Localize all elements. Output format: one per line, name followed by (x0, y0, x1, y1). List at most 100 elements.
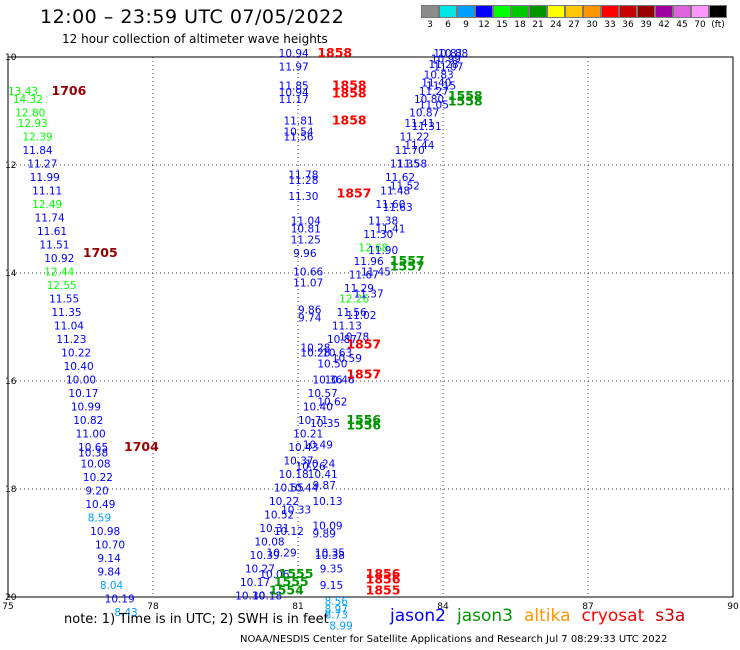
wave-height-label: 11.45 (361, 267, 391, 279)
wave-height-label: 12.80 (15, 107, 45, 119)
wave-height-label: 11.85 (279, 80, 309, 92)
y-tick-label: 14 (5, 269, 17, 279)
wave-height-label: 11.41 (375, 224, 405, 236)
wave-height-label: 11.84 (23, 145, 53, 157)
wave-height-label: 10.09 (313, 521, 343, 533)
wave-height-label: 10.33 (281, 504, 311, 516)
satellite-altika: altika (524, 606, 571, 626)
wave-height-label: 10.65 (78, 442, 108, 454)
wave-height-label: 11.29 (344, 283, 374, 295)
wave-height-label: 8.56 (325, 596, 349, 608)
wave-height-label: 10.52 (264, 510, 294, 522)
legend-swatch (655, 5, 673, 18)
color-scale-labels: 3 6 9 12 15 18 21 24 27 30 33 36 39 42 45 70 (ft) (421, 20, 727, 30)
legend-label: 30 (586, 20, 598, 30)
wave-height-label: 11.63 (383, 202, 413, 214)
footer-credit: NOAA/NESDIS Center for Satellite Applica… (240, 634, 668, 645)
legend-swatch (673, 5, 691, 18)
wave-height-label: 10.22 (61, 348, 91, 360)
wave-height-label: 8.04 (100, 580, 124, 592)
color-scale-bar (421, 5, 727, 18)
wave-height-label: 8.59 (88, 512, 111, 524)
wave-height-label: 11.35 (52, 307, 82, 319)
wave-height-label: 11.13 (332, 321, 362, 333)
x-tick-label: 75 (2, 602, 13, 612)
wave-height-label: 11.96 (354, 256, 384, 268)
legend-swatch (529, 5, 547, 18)
legend-label: 15 (496, 20, 508, 30)
wave-height-label: 10.08 (255, 537, 285, 549)
legend-swatch (709, 5, 727, 18)
wave-height-label: 11.60 (375, 199, 405, 211)
y-tick-label: 18 (5, 485, 17, 495)
wave-height-label: 10.38 (315, 550, 345, 562)
wave-height-label: 10.06 (259, 569, 289, 581)
legend-label: 42 (658, 20, 670, 30)
wave-height-label: 10.31 (259, 523, 289, 535)
wave-height-label: 10.43 (288, 442, 318, 454)
wave-height-label: 11.56 (337, 307, 367, 319)
wave-height-label: 11.55 (49, 294, 79, 306)
y-tick-label: 20 (5, 593, 17, 603)
pass-time-label: 1558 (448, 94, 483, 109)
pass-time-label: 1857 (346, 337, 381, 352)
wave-height-label: 11.04 (54, 321, 84, 333)
chart-note: note: 1) Time is in UTC; 2) SWH is in fe… (64, 612, 329, 627)
wave-height-label: 12.49 (32, 199, 62, 211)
legend-label: 18 (514, 20, 526, 30)
legend-swatch (493, 5, 511, 18)
wave-height-label: 11.31 (412, 121, 442, 133)
wave-height-label: 10.62 (317, 396, 347, 408)
wave-height-label: 11.48 (380, 186, 410, 198)
wave-height-label: 10.37 (284, 456, 314, 468)
wave-height-label: 10.39 (250, 550, 280, 562)
wave-height-label: 11.41 (404, 118, 434, 130)
wave-height-label: 11.07 (293, 278, 323, 290)
wave-height-label: 10.35 (310, 418, 340, 430)
legend-swatch (601, 5, 619, 18)
legend-label: 24 (550, 20, 562, 30)
wave-height-label: 11.74 (35, 213, 65, 225)
wave-height-label: 12.39 (23, 132, 53, 144)
x-tick-label: 87 (582, 602, 593, 612)
wave-height-label: 8.43 (114, 607, 137, 619)
satellite-s3a: s3a (655, 606, 686, 626)
wave-height-label: 11.97 (279, 62, 309, 74)
wave-height-label: 11.40 (421, 78, 451, 90)
pass-time-label: 1857 (346, 366, 381, 381)
wave-height-label: 10.13 (313, 496, 343, 508)
wave-height-label: 11.37 (354, 288, 384, 300)
legend-swatch (565, 5, 583, 18)
pass-time-label: 1858 (317, 45, 352, 60)
wave-height-label: 11.02 (346, 310, 376, 322)
wave-height-label: 11.17 (279, 94, 309, 106)
wave-height-label: 10.94 (279, 48, 309, 60)
wave-height-label: 11.28 (429, 59, 459, 71)
satellite-legend: jason2 jason3 altika cryosat s3a (390, 606, 685, 626)
wave-height-label: 10.18 (279, 469, 309, 481)
wave-height-label: 11.67 (349, 269, 379, 281)
legend-swatch (439, 5, 457, 18)
wave-height-label: 11.27 (419, 86, 449, 98)
wave-height-label: 10.83 (424, 70, 454, 82)
y-tick-label: 16 (5, 377, 17, 387)
wave-height-label: 11.61 (37, 226, 67, 238)
wave-height-label: 10.28 (300, 348, 330, 360)
wave-height-label: 11.07 (433, 62, 463, 74)
wave-height-label: 10.17 (68, 388, 98, 400)
wave-height-label: 11.56 (284, 132, 314, 144)
legend-swatch (691, 5, 709, 18)
plot-frame (7, 56, 734, 598)
wave-height-label: 10.49 (303, 440, 333, 452)
wave-height-label: 10.80 (414, 94, 444, 106)
legend-swatch (421, 5, 439, 18)
wave-height-label: 10.30 (235, 591, 265, 603)
wave-height-label: 12.55 (47, 280, 77, 292)
wave-height-label: 10.82 (73, 415, 103, 427)
wave-height-label: 11.51 (39, 240, 69, 252)
wave-height-label: 9.86 (298, 305, 322, 317)
x-tick-label: 90 (727, 602, 739, 612)
satellite-jason2: jason2 (390, 606, 446, 626)
wave-height-label: 10.81 (291, 224, 321, 236)
